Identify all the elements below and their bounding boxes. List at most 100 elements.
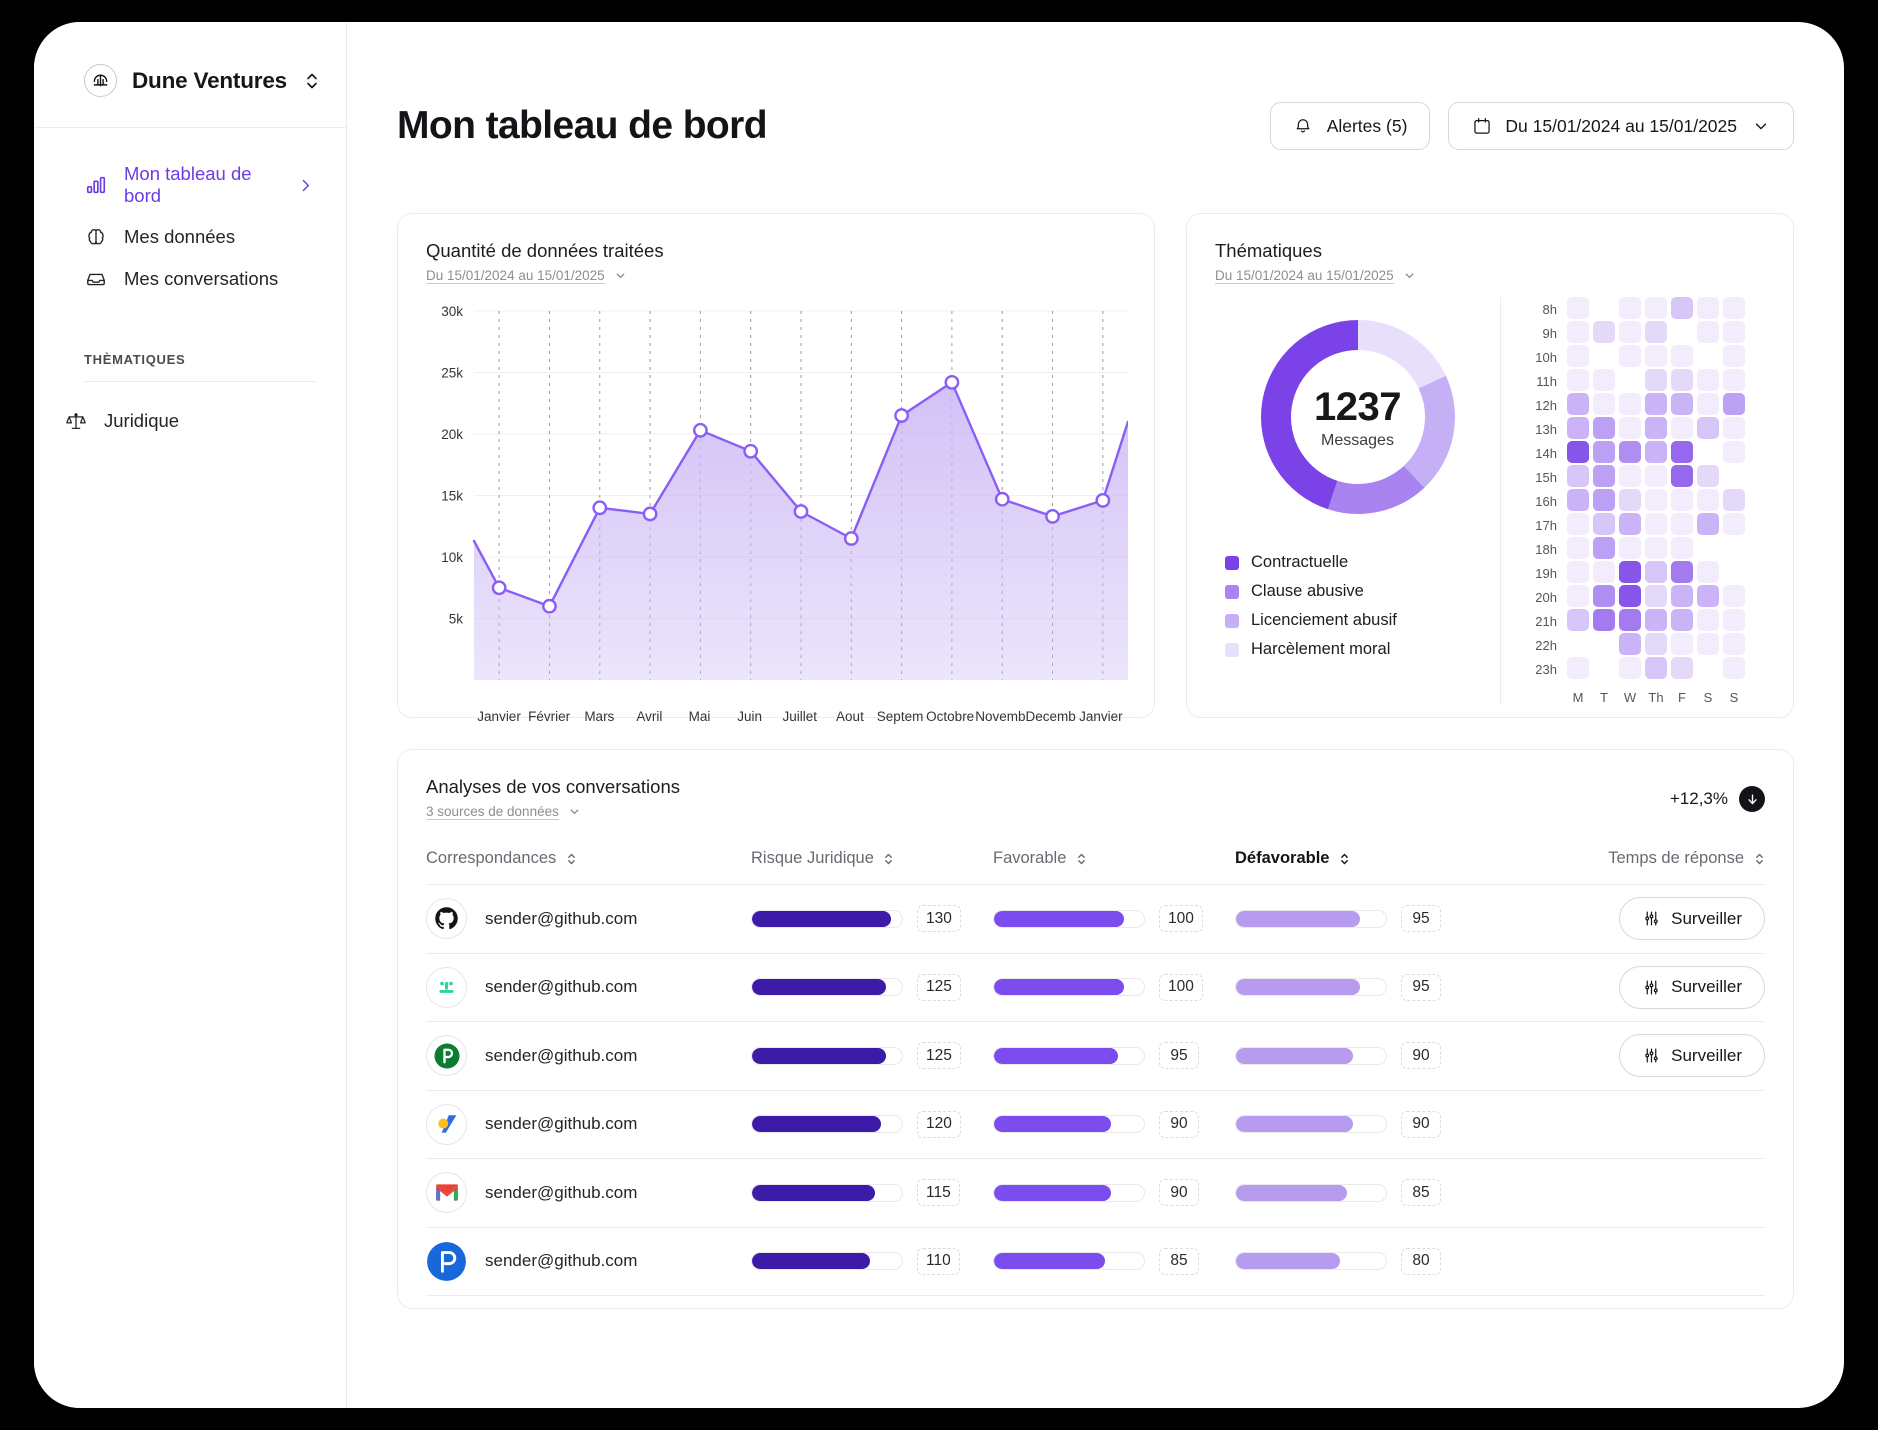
heatmap-cell[interactable] xyxy=(1697,657,1719,679)
heatmap-cell[interactable] xyxy=(1697,417,1719,439)
sort-icon[interactable] xyxy=(1338,850,1350,868)
heatmap-cell[interactable] xyxy=(1723,417,1745,439)
heatmap-cell[interactable] xyxy=(1593,513,1615,535)
heatmap-cell[interactable] xyxy=(1723,489,1745,511)
heatmap-cell[interactable] xyxy=(1567,657,1589,679)
heatmap-cell[interactable] xyxy=(1593,417,1615,439)
surveiller-button[interactable]: Surveiller xyxy=(1619,897,1765,941)
workspace-switcher[interactable]: Dune Ventures xyxy=(34,22,346,128)
heatmap-cell[interactable] xyxy=(1619,561,1641,583)
heatmap-cell[interactable] xyxy=(1619,609,1641,631)
heatmap-cell[interactable] xyxy=(1723,369,1745,391)
heatmap-cell[interactable] xyxy=(1567,417,1589,439)
legend-item[interactable]: Clause abusive xyxy=(1225,582,1397,601)
column-header-1[interactable]: Risque Juridique xyxy=(751,849,993,868)
legend-item[interactable]: Licenciement abusif xyxy=(1225,611,1397,630)
table-row[interactable]: sender@github.com 120 90 90 xyxy=(426,1091,1765,1159)
heatmap-cell[interactable] xyxy=(1645,465,1667,487)
heatmap-cell[interactable] xyxy=(1567,537,1589,559)
heatmap-cell[interactable] xyxy=(1723,561,1745,583)
heatmap-cell[interactable] xyxy=(1671,561,1693,583)
sort-icon[interactable] xyxy=(1075,850,1087,868)
heatmap-cell[interactable] xyxy=(1619,369,1641,391)
heatmap-cell[interactable] xyxy=(1645,609,1667,631)
heatmap-cell[interactable] xyxy=(1593,633,1615,655)
table-row[interactable]: sender@github.com 125 100 95 Surveiller xyxy=(426,954,1765,1022)
heatmap-cell[interactable] xyxy=(1697,465,1719,487)
sort-icon[interactable] xyxy=(883,850,895,868)
heatmap-cell[interactable] xyxy=(1645,561,1667,583)
heatmap-cell[interactable] xyxy=(1697,585,1719,607)
heatmap-cell[interactable] xyxy=(1619,393,1641,415)
heatmap-cell[interactable] xyxy=(1645,369,1667,391)
heatmap-cell[interactable] xyxy=(1671,393,1693,415)
heatmap-cell[interactable] xyxy=(1593,345,1615,367)
heatmap-cell[interactable] xyxy=(1671,441,1693,463)
heatmap-cell[interactable] xyxy=(1671,321,1693,343)
date-range-button[interactable]: Du 15/01/2024 au 15/01/2025 xyxy=(1448,102,1794,150)
heatmap-cell[interactable] xyxy=(1671,489,1693,511)
heatmap-cell[interactable] xyxy=(1567,633,1589,655)
heatmap-cell[interactable] xyxy=(1567,297,1589,319)
column-header-0[interactable]: Correspondances xyxy=(426,849,751,868)
heatmap-cell[interactable] xyxy=(1645,393,1667,415)
heatmap-cell[interactable] xyxy=(1723,513,1745,535)
legend-item[interactable]: Contractuelle xyxy=(1225,553,1397,572)
table-row[interactable]: sender@github.com 115 90 85 xyxy=(426,1159,1765,1228)
arrow-down-circle-icon[interactable] xyxy=(1739,786,1765,812)
heatmap-cell[interactable] xyxy=(1645,321,1667,343)
heatmap-cell[interactable] xyxy=(1593,297,1615,319)
heatmap-cell[interactable] xyxy=(1567,561,1589,583)
heatmap-cell[interactable] xyxy=(1671,633,1693,655)
heatmap-cell[interactable] xyxy=(1619,489,1641,511)
heatmap-cell[interactable] xyxy=(1723,321,1745,343)
heatmap-cell[interactable] xyxy=(1593,561,1615,583)
heatmap-cell[interactable] xyxy=(1723,297,1745,319)
heatmap-cell[interactable] xyxy=(1697,345,1719,367)
heatmap-cell[interactable] xyxy=(1723,465,1745,487)
heatmap-cell[interactable] xyxy=(1671,537,1693,559)
column-header-3[interactable]: Défavorable xyxy=(1235,849,1553,868)
heatmap-cell[interactable] xyxy=(1723,585,1745,607)
sort-icon[interactable] xyxy=(1753,850,1765,868)
heatmap-cell[interactable] xyxy=(1619,441,1641,463)
heatmap-cell[interactable] xyxy=(1723,633,1745,655)
heatmap-cell[interactable] xyxy=(1619,297,1641,319)
heatmap-cell[interactable] xyxy=(1567,393,1589,415)
heatmap-cell[interactable] xyxy=(1697,609,1719,631)
heatmap-cell[interactable] xyxy=(1697,537,1719,559)
sidebar-item-dashboard[interactable]: Mon tableau de bord xyxy=(54,154,326,216)
heatmap-cell[interactable] xyxy=(1593,609,1615,631)
heatmap-cell[interactable] xyxy=(1723,345,1745,367)
heatmap-cell[interactable] xyxy=(1671,609,1693,631)
heatmap-cell[interactable] xyxy=(1567,321,1589,343)
heatmap-cell[interactable] xyxy=(1671,297,1693,319)
surveiller-button[interactable]: Surveiller xyxy=(1619,965,1765,1009)
table-row[interactable]: sender@github.com 130 100 95 Surveiller xyxy=(426,885,1765,954)
heatmap-cell[interactable] xyxy=(1645,513,1667,535)
heatmap-cell[interactable] xyxy=(1619,633,1641,655)
card-date-filter[interactable]: Du 15/01/2024 au 15/01/2025 xyxy=(426,268,628,283)
sidebar-item-juridique[interactable]: Juridique xyxy=(34,400,346,442)
heatmap-cell[interactable] xyxy=(1593,489,1615,511)
heatmap-cell[interactable] xyxy=(1567,369,1589,391)
heatmap-cell[interactable] xyxy=(1619,513,1641,535)
heatmap-cell[interactable] xyxy=(1593,393,1615,415)
legend-item[interactable]: Harcèlement moral xyxy=(1225,640,1397,659)
heatmap-cell[interactable] xyxy=(1697,297,1719,319)
heatmap-cell[interactable] xyxy=(1619,585,1641,607)
heatmap-cell[interactable] xyxy=(1567,609,1589,631)
heatmap-cell[interactable] xyxy=(1697,441,1719,463)
heatmap-cell[interactable] xyxy=(1645,417,1667,439)
heatmap-cell[interactable] xyxy=(1593,465,1615,487)
table-row[interactable]: sender@github.com 110 85 80 xyxy=(426,1228,1765,1296)
heatmap-cell[interactable] xyxy=(1697,489,1719,511)
heatmap-cell[interactable] xyxy=(1697,393,1719,415)
column-header-4[interactable]: Temps de réponse xyxy=(1608,849,1765,868)
surveiller-button[interactable]: Surveiller xyxy=(1619,1034,1765,1078)
heatmap-cell[interactable] xyxy=(1567,441,1589,463)
heatmap-cell[interactable] xyxy=(1593,369,1615,391)
heatmap-cell[interactable] xyxy=(1567,465,1589,487)
heatmap-cell[interactable] xyxy=(1567,489,1589,511)
heatmap-cell[interactable] xyxy=(1619,465,1641,487)
